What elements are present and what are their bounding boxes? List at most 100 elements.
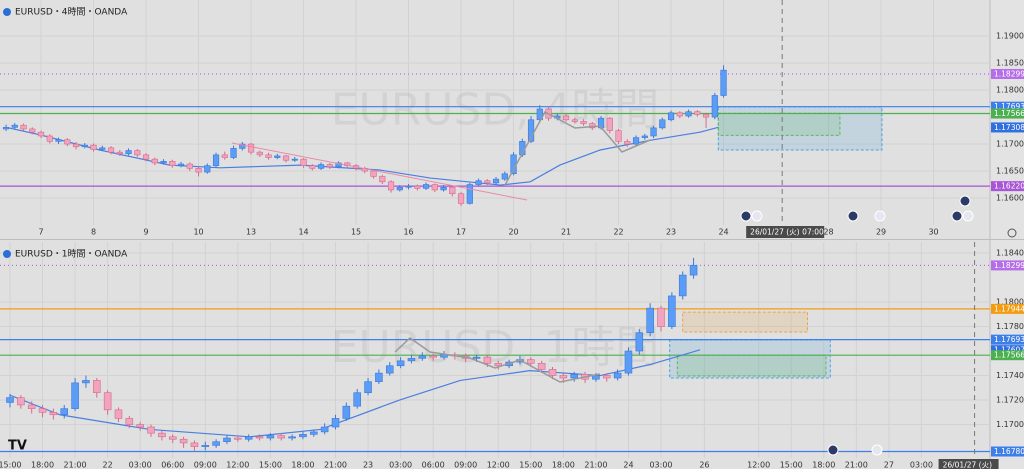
symbol-icon[interactable]	[3, 250, 11, 258]
candle-body	[247, 143, 255, 153]
candle-body	[147, 426, 155, 434]
candle-body	[720, 69, 727, 96]
candle-body	[151, 158, 158, 164]
candle-body	[142, 154, 150, 160]
candle-body	[494, 362, 503, 367]
x-tick-label: 18:00	[552, 461, 575, 469]
event-icon[interactable]	[871, 444, 883, 456]
candle-body	[300, 158, 307, 166]
candle-body	[537, 362, 546, 370]
candle-body	[55, 139, 62, 142]
event-icon[interactable]	[751, 210, 763, 222]
candle-body	[370, 170, 377, 177]
candle-body	[320, 426, 329, 433]
event-icon[interactable]	[740, 210, 752, 222]
level-tag	[991, 260, 1024, 271]
candle-body	[635, 332, 644, 352]
candle-body	[685, 111, 692, 117]
candle-body	[2, 127, 10, 130]
candle-body	[667, 112, 675, 121]
candle-body	[678, 274, 687, 297]
level-label: 1.17566	[994, 351, 1024, 360]
level-label: 1.16220	[994, 182, 1024, 191]
candle-body	[116, 151, 123, 155]
candle-body	[606, 117, 613, 131]
candle-body	[422, 184, 430, 189]
candle-body	[11, 124, 18, 128]
settings-icon[interactable]	[1007, 228, 1017, 238]
candle-body	[702, 114, 710, 118]
crosshair-label: 26/01/27 (火)	[750, 228, 799, 237]
x-tick-label: 13	[246, 228, 256, 237]
x-tick-label: 16	[403, 228, 413, 237]
crosshair-tag	[746, 226, 825, 238]
x-tick-label: 28	[823, 228, 833, 237]
logo: TV	[8, 439, 27, 454]
candle-body	[201, 445, 210, 447]
event-icon[interactable]	[847, 210, 859, 222]
candle-body	[326, 164, 333, 168]
candle-body	[64, 139, 71, 145]
x-tick-label: 21	[561, 228, 571, 237]
candle-body	[342, 405, 351, 419]
candle-body	[179, 438, 188, 444]
event-icon[interactable]	[959, 195, 971, 207]
candle-body	[204, 165, 211, 173]
candle-body	[484, 180, 491, 184]
candle-body	[548, 369, 557, 376]
candle-body	[82, 380, 90, 384]
level-tag	[991, 68, 1024, 79]
level-tag	[991, 181, 1024, 192]
event-icon[interactable]	[951, 210, 963, 222]
event-icon[interactable]	[827, 444, 839, 456]
x-tick-label: 12:00	[487, 461, 510, 469]
candle-body	[27, 404, 36, 409]
candle-body	[160, 161, 167, 164]
candle-body	[527, 359, 535, 364]
event-icon[interactable]	[874, 210, 886, 222]
zone	[682, 311, 808, 333]
x-tick-label: 21:00	[324, 461, 347, 469]
candle-body	[6, 397, 14, 403]
x-tick-label: 29	[876, 228, 886, 237]
x-tick-label: 23	[666, 228, 676, 237]
level-label: 1.17693	[994, 102, 1024, 111]
x-tick-label: 06:00	[422, 461, 445, 469]
candle-body	[472, 356, 481, 359]
candle-body	[624, 141, 631, 145]
event-icons[interactable]	[740, 195, 974, 456]
event-icon[interactable]	[962, 210, 974, 222]
candle-body	[641, 135, 648, 138]
candle-body	[38, 408, 47, 413]
candle-body	[646, 307, 654, 333]
symbol-icon[interactable]	[3, 8, 11, 16]
candle-body	[375, 372, 383, 382]
zone	[676, 354, 827, 377]
candle-body	[125, 418, 134, 425]
candle-body	[353, 392, 361, 407]
x-tick-label: 15	[351, 228, 361, 237]
candle-body	[136, 424, 144, 428]
candle-body	[466, 184, 473, 204]
level-tag	[991, 101, 1024, 112]
candle-body	[114, 409, 123, 419]
candle-body	[212, 441, 220, 446]
candle-body	[613, 372, 622, 379]
candle-body	[711, 95, 718, 118]
x-tick-label: 18:00	[291, 461, 314, 469]
candle-body	[125, 150, 132, 155]
trend-line	[231, 142, 528, 201]
level-label: 1.16780	[994, 447, 1024, 456]
candle-body	[274, 155, 281, 158]
x-tick-label: 22	[103, 461, 113, 469]
candle-body	[93, 380, 101, 393]
x-tick-label: 14	[298, 228, 308, 237]
candle-body	[602, 375, 611, 379]
candle-body	[71, 382, 79, 409]
chart-title: EURUSD・4時間・OANDA	[15, 7, 128, 18]
x-tick-label: 10	[193, 228, 203, 237]
candle-body	[331, 418, 340, 428]
x-tick-label: 8	[91, 228, 96, 237]
